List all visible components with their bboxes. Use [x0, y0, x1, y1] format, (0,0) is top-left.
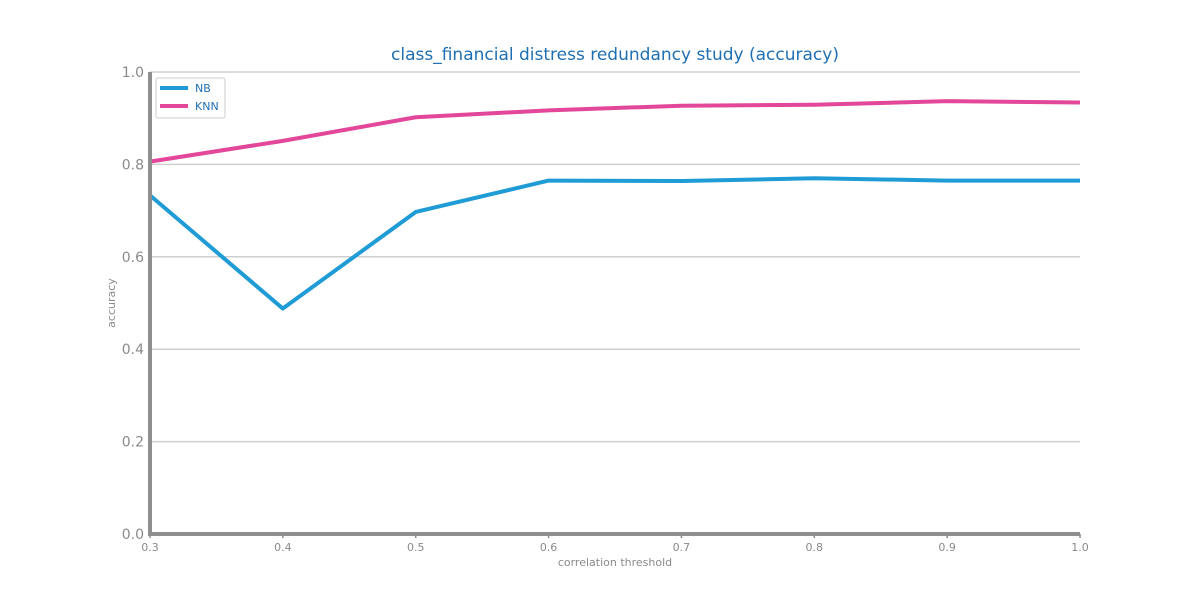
- grid-lines: [150, 71, 1080, 443]
- series-line-nb: [148, 176, 1080, 311]
- x-tick-label: 0.4: [274, 541, 292, 554]
- x-tick-label: 0.8: [806, 541, 824, 554]
- y-tick-label: 0.8: [122, 157, 144, 173]
- y-tick-label: 0.4: [122, 342, 144, 358]
- y-ticks: 0.0 0.2 0.4 0.6 0.8 1.0: [122, 65, 144, 543]
- x-tick-label: 0.9: [938, 541, 956, 554]
- x-tick-label: 1.0: [1071, 541, 1089, 554]
- series-line-knn: [149, 99, 1081, 164]
- y-tick-label: 0.6: [122, 250, 144, 266]
- y-tick-label: 1.0: [122, 65, 144, 81]
- legend-label-nb: NB: [195, 82, 211, 95]
- x-ticks: 0.3 0.4 0.5 0.6 0.7 0.8 0.9 1.0: [141, 534, 1089, 554]
- x-axis-label: correlation threshold: [558, 556, 672, 569]
- y-axis-label: accuracy: [105, 278, 118, 328]
- x-tick-label: 0.5: [407, 541, 425, 554]
- legend-label-knn: KNN: [195, 100, 219, 113]
- x-tick-label: 0.6: [540, 541, 558, 554]
- x-tick-label: 0.7: [673, 541, 691, 554]
- x-tick-label: 0.3: [141, 541, 159, 554]
- series-layer: [148, 99, 1081, 311]
- chart-title: class_financial distress redundancy stud…: [391, 45, 839, 65]
- y-tick-label: 0.2: [122, 435, 144, 451]
- axes: [148, 72, 1080, 536]
- y-tick-label: 0.0: [122, 527, 144, 543]
- legend: NB KNN: [155, 77, 226, 119]
